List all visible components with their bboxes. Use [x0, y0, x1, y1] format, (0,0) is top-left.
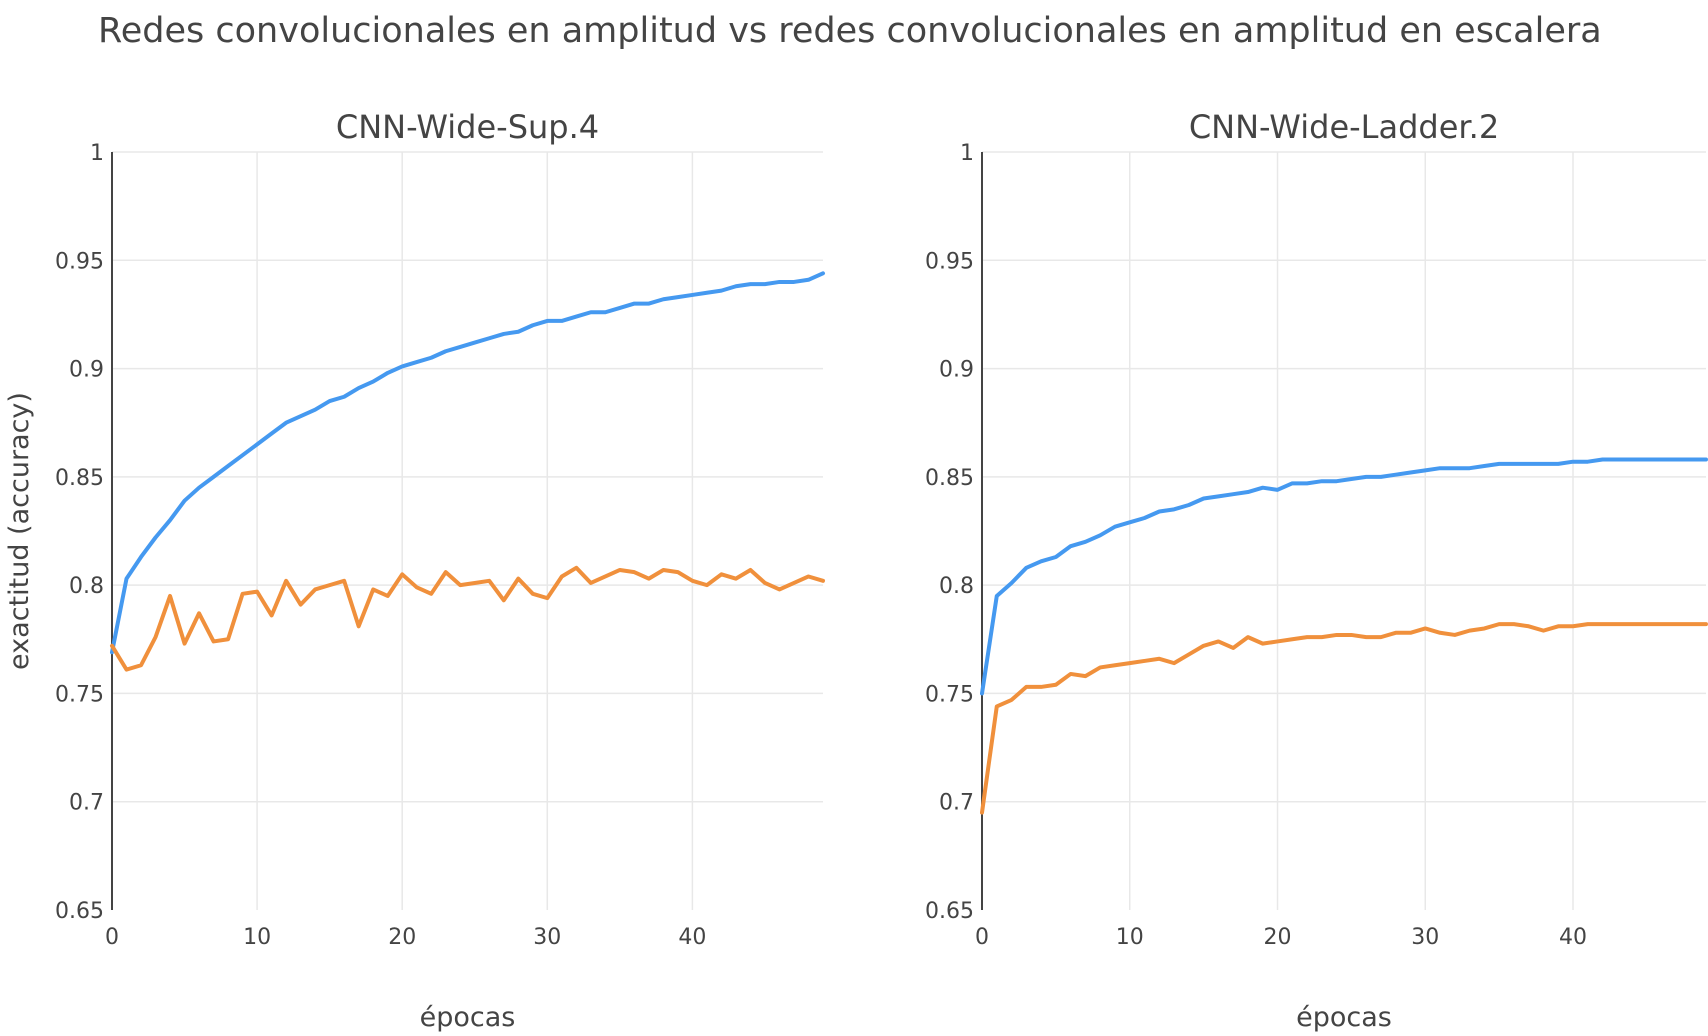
panel-2-series-line-2 — [980, 622, 1708, 815]
panel-1-y-tick-label-0: 0.65 — [55, 899, 104, 924]
panel-2-y-tick-label-0: 0.65 — [925, 899, 974, 924]
panel-2-y-tick-label-4: 0.85 — [925, 466, 974, 491]
figure-title: Redes convolucionales en amplitud vs red… — [98, 11, 1602, 51]
panel-1-y-tick-label-7: 1 — [90, 141, 104, 166]
panel-2-y-tick-label-3: 0.8 — [939, 574, 974, 599]
panel-2-y-tick-label-7: 1 — [960, 141, 974, 166]
panel-2-x-tick-label-4: 40 — [1559, 925, 1587, 950]
panel-1-y-tick-label-3: 0.8 — [69, 574, 104, 599]
panel-1-x-tick-label-0: 0 — [105, 925, 119, 950]
panel-1-y-tick-label-4: 0.85 — [55, 466, 104, 491]
panel-2-y-tick-label-2: 0.75 — [925, 682, 974, 707]
panel-2-y-tick-label-6: 0.95 — [925, 249, 974, 274]
panel-1-x-tick-label-2: 20 — [388, 925, 416, 950]
panel-2-x-axis-title: épocas — [1296, 1002, 1392, 1033]
panel-2-x-tick-label-2: 20 — [1264, 925, 1292, 950]
panel-1-y-tick-label-1: 0.7 — [69, 791, 104, 816]
panel-2-x-tick-label-1: 10 — [1116, 925, 1144, 950]
panel-1-x-tick-label-3: 30 — [533, 925, 561, 950]
panel-1-subplot-title: CNN-Wide-Sup.4 — [336, 108, 599, 146]
panel-1-y-axis-title: exactitud (accuracy) — [4, 392, 35, 670]
panel-1-x-tick-label-4: 40 — [678, 925, 706, 950]
panel-1-series-line-1 — [110, 271, 825, 655]
panel-2-x-tick-label-3: 30 — [1411, 925, 1439, 950]
panel-2-y-tick-label-1: 0.7 — [939, 791, 974, 816]
panel-2-y-tick-label-5: 0.9 — [939, 358, 974, 383]
panel-1-x-tick-label-1: 10 — [243, 925, 271, 950]
panel-1-x-axis-title: épocas — [420, 1002, 516, 1033]
panel-1-y-tick-label-6: 0.95 — [55, 249, 104, 274]
panel-2-series-line-1 — [980, 457, 1708, 696]
panel-2-x-tick-label-0: 0 — [975, 925, 989, 950]
panel-1-y-tick-label-2: 0.75 — [55, 682, 104, 707]
panel-2-subplot-title: CNN-Wide-Ladder.2 — [1189, 108, 1499, 146]
panel-1-series-line-2 — [110, 565, 825, 672]
panel-1-y-tick-label-5: 0.9 — [69, 358, 104, 383]
